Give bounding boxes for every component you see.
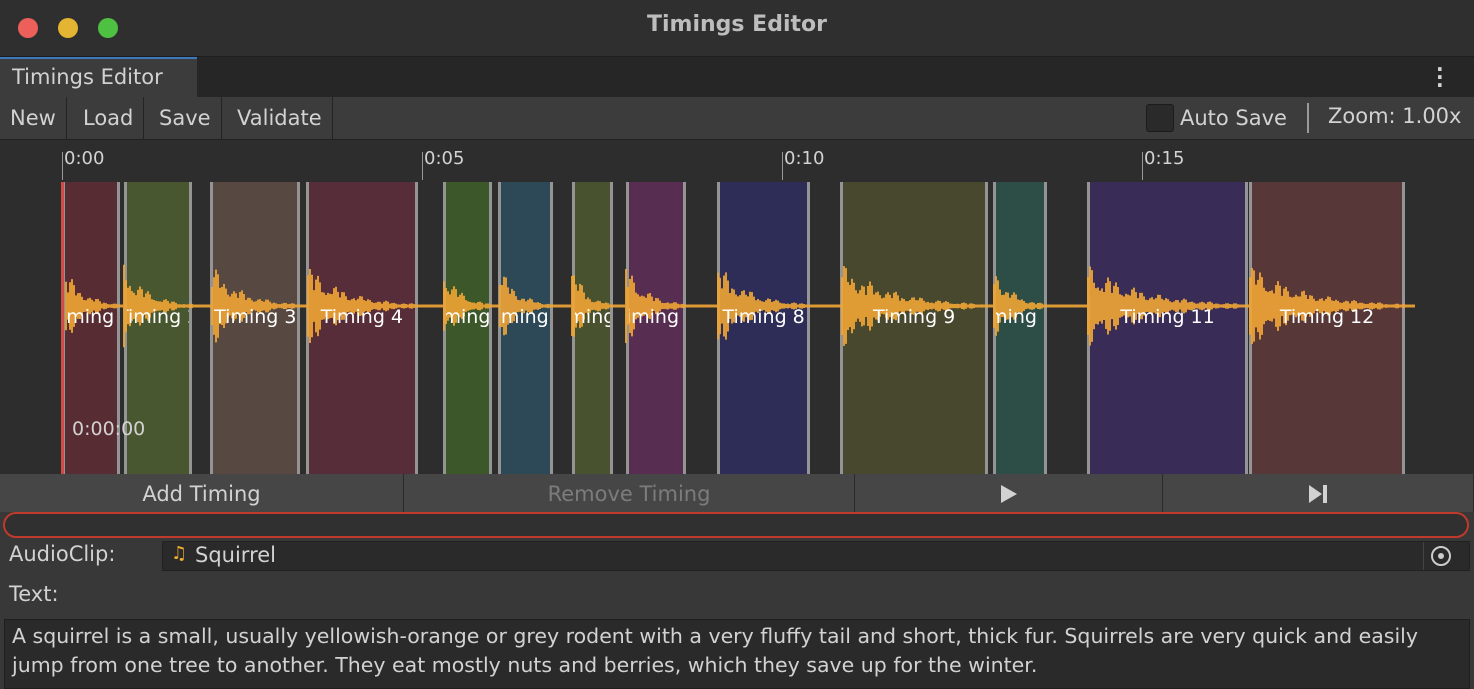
zoom-label: Zoom: 1.00x	[1328, 104, 1462, 128]
timing-segment[interactable]	[210, 182, 301, 474]
timing-segment[interactable]	[442, 182, 492, 474]
timing-label: Timing 12	[1279, 306, 1375, 328]
audio-clip-field[interactable]: ♫ Squirrel	[162, 541, 1470, 571]
timing-label: Timing 4	[320, 306, 404, 328]
timing-segment[interactable]	[717, 182, 811, 474]
tab[interactable]: Timings Editor	[0, 57, 197, 97]
waveform-path	[65, 264, 1415, 348]
timeline[interactable]: 0:00:00 0:00 0:05 0:10 0:15 Timing 1 Timing 2…	[0, 140, 1474, 474]
tab-bar: Timings Editor · · ·	[0, 57, 1474, 97]
ruler-tick	[422, 152, 423, 180]
separator	[1307, 103, 1309, 133]
add-timing-button[interactable]: Add Timing	[0, 474, 404, 512]
ruler-tick	[782, 152, 783, 180]
timing-label: Timing 6	[501, 306, 550, 328]
playhead	[61, 182, 64, 474]
timing-label: Timing 1	[65, 306, 117, 328]
remove-timing-button: Remove Timing	[404, 474, 855, 512]
audio-icon: ♫	[171, 543, 188, 564]
timing-segment[interactable]	[498, 182, 554, 474]
window-title: Timings Editor	[647, 12, 827, 37]
minimize-button[interactable]	[58, 18, 78, 38]
ruler-tick	[1142, 152, 1143, 180]
close-button[interactable]	[18, 18, 38, 38]
timing-label: Timing 9	[872, 306, 956, 328]
separator	[1423, 542, 1424, 570]
toolbar-button[interactable]: Save	[149, 97, 222, 139]
timing-label: Timing 5	[445, 306, 489, 328]
timing-label: Timing 11	[1120, 306, 1215, 328]
timing-segment[interactable]	[840, 182, 988, 474]
scrollbar[interactable]	[3, 512, 1469, 538]
ruler-label: 0:10	[784, 148, 825, 169]
timing-segment[interactable]	[571, 182, 613, 474]
timing-segment[interactable]	[992, 182, 1047, 474]
maximize-button[interactable]	[98, 18, 118, 38]
menu-dots[interactable]: · · ·	[1436, 57, 1444, 97]
toolbar-button[interactable]: Load	[73, 97, 145, 139]
checkbox[interactable]	[1146, 104, 1174, 132]
timing-segment[interactable]	[1249, 182, 1405, 474]
ruler-label: 0:15	[1144, 148, 1185, 169]
audio-clip-value: Squirrel	[195, 543, 276, 567]
play-button[interactable]	[855, 474, 1163, 512]
audio-clip-label: AudioClip:	[9, 542, 116, 566]
waveform	[65, 264, 1415, 348]
ruler-label: 0:00	[64, 148, 105, 169]
timing-label: Timing 7	[574, 306, 610, 328]
timing-label: Timing 8	[722, 306, 805, 328]
toolbar-button[interactable]: New	[0, 97, 67, 139]
toolbar-button[interactable]: Validate	[227, 97, 333, 139]
timing-label: Timing 8	[629, 306, 683, 328]
toolbar: New Load Save Validate Auto Save Zoom: 1…	[0, 97, 1474, 140]
timing-label: Timing 10	[995, 306, 1044, 328]
auto-save-label: Auto Save	[1180, 106, 1287, 130]
timing-label: Timing 3	[214, 306, 297, 328]
text-area[interactable]: A squirrel is a small, usually yellowish…	[4, 619, 1470, 689]
text-label: Text:	[9, 582, 59, 606]
ruler-tick	[62, 152, 63, 180]
step-button[interactable]	[1163, 474, 1474, 512]
ruler-label: 0:05	[424, 148, 465, 169]
title-bar: Timings Editor	[0, 0, 1474, 57]
timing-segment[interactable]	[625, 182, 687, 474]
cursor-time: 0:00:00	[72, 418, 146, 440]
action-bar: Add Timing Remove Timing	[0, 474, 1474, 512]
timing-label: Timing 2	[127, 306, 189, 328]
object-picker[interactable]	[1431, 546, 1451, 566]
